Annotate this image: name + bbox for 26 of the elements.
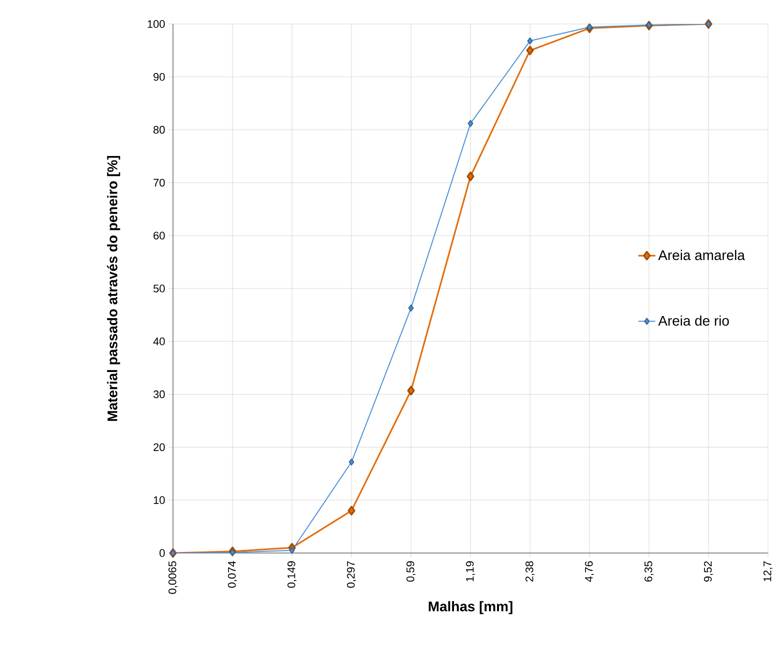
y-tick-label: 60 [154,232,165,240]
y-tick-label: 30 [153,390,165,398]
y-tick-label: 0 [160,549,165,557]
x-tick-label: 0,074 [228,561,238,588]
x-tick-label: 6,35 [644,561,654,582]
legend-label: Areia amarela [658,250,745,260]
x-tick-label: 0,59 [406,561,416,582]
y-tick-label: 50 [153,284,165,292]
y-tick-label: 10 [154,496,165,504]
y-axis-title: Material passado através do peneiro [%] [106,156,120,421]
y-tick-label: 70 [154,178,165,187]
x-axis-title: Malhas [mm] [428,601,512,614]
x-tick-label: 0,149 [287,561,297,588]
x-tick-label: 0,0065 [168,561,178,594]
y-tick-label: 100 [148,20,165,28]
y-tick-label: 20 [154,443,165,452]
x-tick-label: 1,19 [466,561,476,582]
y-tick-label: 80 [154,126,165,134]
legend-label: Areia de rio [658,315,729,326]
y-tick-label: 90 [154,73,165,81]
x-tick-label: 0,297 [346,561,356,588]
x-tick-label: 2,38 [525,561,535,582]
x-tick-label: 12,7 [763,561,773,582]
x-tick-label: 9,52 [704,561,714,582]
x-tick-label: 4,76 [584,561,594,582]
y-tick-label: 40 [153,338,165,346]
